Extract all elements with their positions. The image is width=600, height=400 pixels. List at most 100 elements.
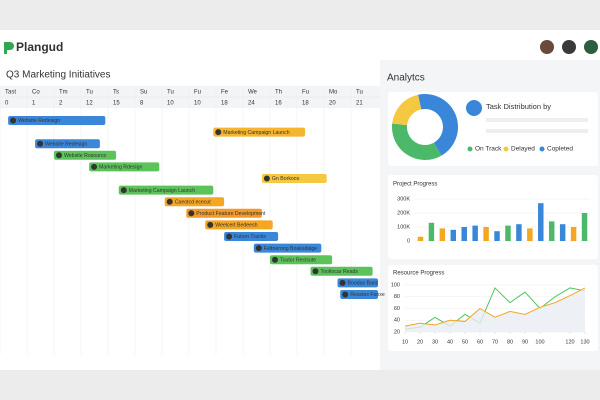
avatar [466,100,482,116]
date-label: 12 [86,101,93,107]
day-label: Tm [59,90,68,96]
task-bar [118,185,214,195]
x-tick-label: 100 [535,339,544,345]
x-tick-label: 40 [447,339,453,345]
task-name: Product Feature Development [196,211,266,217]
task-name: Toutor Reclsute [280,257,316,263]
line [404,287,586,330]
task-bar [213,127,306,137]
date-label: 16 [275,101,282,107]
task-bar [54,150,117,160]
logo-icon [4,42,14,54]
assignee [342,291,349,298]
placeholder [486,118,588,122]
assignee [339,279,346,286]
card [388,175,598,259]
assignee [215,129,222,136]
date-label: 2 [59,101,63,107]
task-name: Caeotcd ececut [175,199,212,205]
y-tick-label: 60 [394,306,400,312]
avatar[interactable] [562,40,576,54]
task-bar [224,232,279,241]
task-bar [310,266,373,276]
task-bar [340,290,378,299]
bar [548,221,555,241]
day-label: Fu [302,90,309,96]
legend-label: Copleted [547,146,573,153]
y-tick-label: 40 [394,318,400,324]
avatar[interactable] [540,40,554,54]
line [404,287,586,327]
day-label: Tu [356,90,363,96]
day-label: Tast [5,90,16,96]
assignee [255,245,262,252]
day-label: Th [275,90,282,96]
x-tick-label: 130 [580,339,589,345]
task-name: Futurn Tracks [234,234,266,240]
x-tick-label: 10 [402,339,408,345]
day-label: Co [32,90,40,96]
task-bar [205,220,273,230]
bar [538,203,544,241]
legend-dot [539,146,545,152]
day-label: Tu [167,90,174,96]
day-label: Tu [86,90,93,96]
date-label: 15 [113,101,120,107]
bar [439,228,446,241]
day-label: Su [140,90,147,96]
bar [516,224,522,241]
legend-dot [503,146,509,152]
x-tick-label: 120 [565,339,574,345]
date-label: 8 [140,101,144,107]
bar [483,227,489,241]
card-title: Project Progress [393,182,437,188]
task-bar [270,255,333,265]
bar [461,227,467,241]
bar [581,213,588,241]
task-name: Tooltocar Reads [321,269,359,275]
bar [494,231,500,241]
y-tick-label: 300K [397,196,410,202]
bar [472,225,478,241]
assignee [166,198,173,205]
avatar[interactable] [584,40,598,54]
task-bar [253,243,322,253]
task-bar [186,208,262,218]
assignee [91,163,98,170]
task-name: Marketing Rdesign [99,165,142,171]
logo: Plangud [16,40,63,54]
x-tick-label: 90 [522,339,528,345]
date-label: 18 [221,101,228,107]
legend-dot [467,146,473,152]
date-label: 10 [167,101,174,107]
area [405,287,585,332]
x-tick-label: 80 [507,339,513,345]
panel-title: Analytcs [387,73,425,84]
task-name: Marketing Campaign Launch [129,188,195,194]
assignee [263,175,270,182]
x-tick-label: 60 [477,339,483,345]
task-bar [89,162,160,172]
day-label: Ts [113,90,119,96]
task-name: Website Rosource [64,153,106,159]
bar [450,229,457,241]
assignee [56,152,62,159]
y-tick-label: 200K [397,210,410,216]
y-tick-label: 100K [397,224,410,230]
task-name: Website Redesign [45,141,87,147]
y-tick-label: 20 [394,329,400,335]
task-name: Feltnerong Boaksdalge [264,246,317,252]
assignee [312,268,319,275]
date-label: 24 [248,101,255,107]
task-bar [337,278,378,288]
assignee [207,221,214,228]
task-name: Marketing Campaign Launch [223,130,289,136]
donut-slice [418,94,458,156]
task-name: Gn Borkoos [272,176,300,182]
x-tick-label: 30 [432,339,438,345]
y-tick-label: 80 [394,294,400,300]
assignee [120,187,127,194]
legend-label: On Track [475,146,502,153]
date-label: 18 [302,101,309,107]
